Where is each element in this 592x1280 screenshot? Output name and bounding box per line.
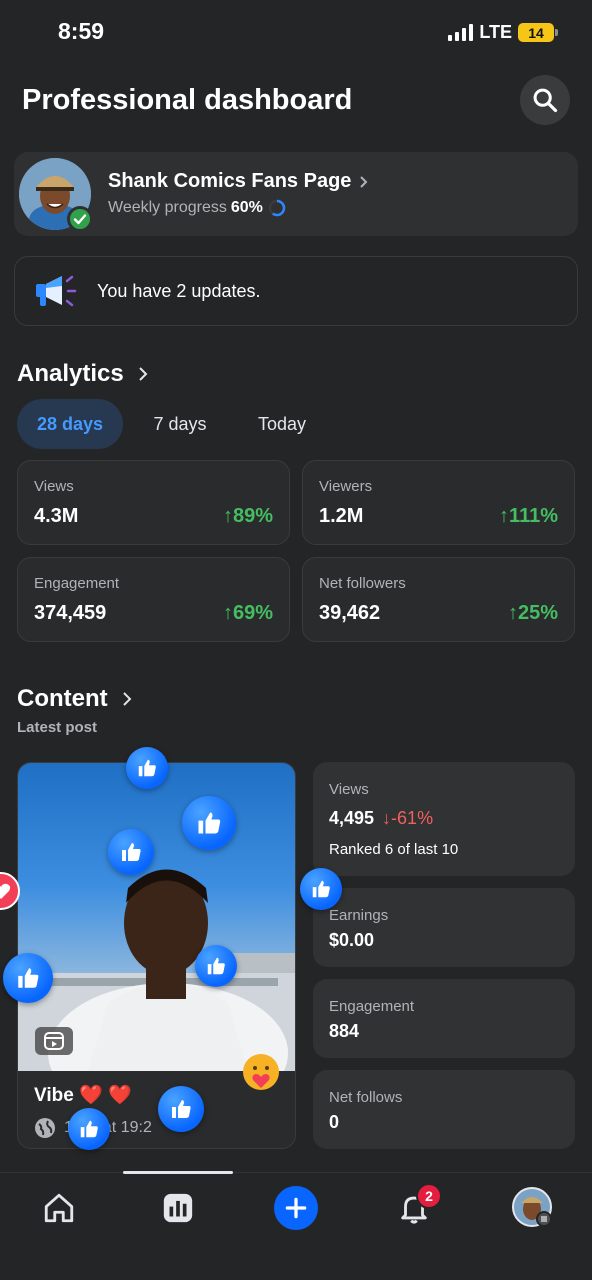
page-title: Professional dashboard (22, 84, 353, 116)
stat-change-value: 69% (232, 602, 273, 624)
signal-icon (448, 24, 474, 41)
metric-value: 0 (329, 1112, 340, 1132)
like-reaction-icon (3, 953, 53, 1003)
avatar-image (19, 158, 91, 230)
search-button[interactable] (520, 75, 570, 125)
page-name: Shank Comics Fans Page (108, 170, 352, 192)
metric-value: 4,495 ↓-61% (329, 808, 433, 829)
stat-card-engagement[interactable]: Engagement 374,459 ↑69% (17, 557, 290, 642)
views-value: 4,495 (329, 808, 375, 828)
analytics-header[interactable]: Analytics (17, 360, 148, 388)
stat-value: 1.2M (319, 505, 364, 527)
stat-value: 39,462 (319, 602, 381, 624)
page-avatar[interactable] (19, 158, 93, 232)
stat-value: 4.3M (34, 505, 79, 527)
post-meta-time: at 19:2 (102, 1119, 152, 1136)
reel-icon (35, 1027, 73, 1055)
chevron-right-icon (139, 367, 148, 381)
verified-check-icon (67, 206, 93, 232)
stat-label: Viewers (319, 478, 373, 495)
insights-icon (163, 1193, 193, 1223)
weekly-progress-label: Weekly progress (108, 199, 227, 216)
weekly-progress: Weekly progress 60% (108, 198, 287, 218)
metric-label: Earnings (329, 907, 389, 924)
metric-value: $0.00 (329, 930, 375, 950)
tab-today[interactable]: Today (257, 413, 307, 434)
views-change: ↓-61% (382, 808, 434, 828)
stat-card-views[interactable]: Views 4.3M ↑89% (17, 460, 290, 545)
like-reaction-icon (108, 829, 154, 875)
tab-28-days[interactable]: 28 days (17, 399, 123, 449)
status-time: 8:59 (58, 18, 105, 44)
megaphone-icon (36, 275, 77, 307)
search-icon (533, 88, 558, 113)
stat-label: Net followers (319, 575, 406, 592)
stat-change: ↑89% (222, 505, 273, 527)
latest-post-label: Latest post (17, 719, 98, 736)
stat-change-value: 111% (509, 505, 558, 527)
metric-label: Engagement (329, 998, 415, 1015)
battery-level: 14 (528, 24, 544, 41)
nav-home[interactable] (39, 1188, 79, 1228)
tab-7-days[interactable]: 7 days (153, 413, 207, 434)
stat-change: ↑25% (507, 602, 558, 624)
love-reaction-icon (0, 868, 20, 914)
chevron-right-icon (122, 692, 132, 706)
plus-icon (285, 1197, 307, 1219)
content-header[interactable]: Content (17, 685, 132, 713)
nav-dashboard[interactable] (158, 1188, 198, 1228)
page-name-link[interactable]: Shank Comics Fans Page (108, 170, 369, 193)
metric-value: 884 (329, 1021, 360, 1041)
analytics-title: Analytics (17, 360, 124, 387)
stat-card-net-followers[interactable]: Net followers 39,462 ↑25% (302, 557, 575, 642)
progress-ring-icon (268, 199, 286, 217)
stat-change-value: 25% (517, 602, 558, 624)
globe-icon (35, 1118, 55, 1138)
avatar (19, 158, 91, 230)
like-reaction-icon (300, 868, 342, 910)
metric-card-engagement[interactable]: Engagement 884 (313, 979, 575, 1058)
updates-text: You have 2 updates. (97, 281, 261, 301)
status-indicators: LTE 14 (448, 22, 558, 43)
post-title: Vibe ❤️ ❤️ (34, 1085, 132, 1106)
like-reaction-icon (68, 1108, 110, 1150)
like-reaction-icon (126, 747, 168, 789)
views-change-value: -61% (391, 808, 434, 828)
stat-label: Views (34, 478, 74, 495)
nav-profile[interactable] (512, 1187, 552, 1227)
stat-change: ↑111% (499, 505, 558, 527)
post-thumbnail (18, 763, 295, 1071)
stat-change: ↑69% (222, 602, 273, 624)
stat-label: Engagement (34, 575, 120, 592)
weekly-progress-value: 60% (230, 199, 263, 216)
like-reaction-icon (182, 796, 236, 850)
like-reaction-icon (195, 945, 237, 987)
active-tab-indicator (123, 1171, 233, 1174)
profile-avatar-icon (512, 1187, 552, 1227)
care-reaction-icon (241, 1052, 281, 1092)
page-card[interactable] (14, 152, 578, 236)
latest-post-card[interactable]: Vibe ❤️ ❤️ 1 at 19:2 (17, 762, 296, 1149)
stat-value: 374,459 (34, 602, 107, 624)
updates-card[interactable] (14, 256, 578, 326)
battery-icon: 14 (518, 23, 558, 42)
metric-card-earnings[interactable]: Earnings $0.00 (313, 888, 575, 967)
like-reaction-icon (158, 1086, 204, 1132)
metric-label: Views (329, 781, 369, 798)
metric-label: Net follows (329, 1089, 403, 1106)
home-icon (44, 1193, 74, 1223)
stat-change-value: 89% (232, 505, 273, 527)
notifications-badge: 2 (416, 1183, 442, 1209)
content-title: Content (17, 685, 108, 712)
ranked-text: Ranked 6 of last 10 (329, 841, 459, 858)
network-label: LTE (479, 22, 512, 42)
metric-card-views[interactable]: Views 4,495 ↓-61% Ranked 6 of last 10 (313, 762, 575, 876)
nav-create[interactable] (274, 1186, 318, 1230)
post-photo (18, 869, 295, 1071)
metric-card-net-follows[interactable]: Net follows 0 (313, 1070, 575, 1149)
chevron-right-icon (360, 175, 368, 188)
stat-card-viewers[interactable]: Viewers 1.2M ↑111% (302, 460, 575, 545)
